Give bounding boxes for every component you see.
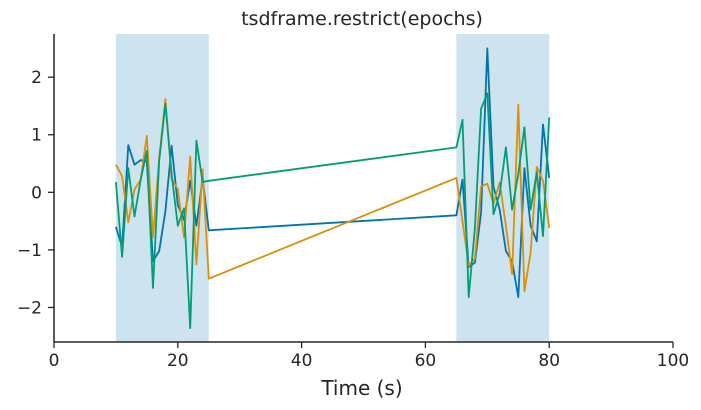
y-tick-label: −2 — [17, 298, 42, 318]
ticks: 0 20 40 60 80 100 −2 −1 0 1 2 — [17, 68, 689, 371]
chart-title: tsdframe.restrict(epochs) — [241, 8, 483, 30]
x-tick-label: 20 — [167, 351, 189, 371]
series-line-3 — [115, 92, 551, 330]
x-tick-label: 0 — [49, 351, 60, 371]
x-axis-label: Time (s) — [320, 376, 402, 400]
x-tick-label: 100 — [657, 351, 689, 371]
y-tick-label: 2 — [31, 68, 42, 88]
x-tick-label: 80 — [538, 351, 560, 371]
series-line-2 — [115, 98, 551, 293]
epoch-bands — [115, 34, 550, 342]
axes — [53, 34, 673, 343]
y-tick-label: −1 — [17, 241, 42, 261]
series-lines — [115, 47, 551, 330]
y-tick-label: 0 — [31, 183, 42, 203]
y-tick-label: 1 — [31, 126, 42, 146]
x-tick-label: 60 — [415, 351, 437, 371]
x-tick-label: 40 — [291, 351, 313, 371]
